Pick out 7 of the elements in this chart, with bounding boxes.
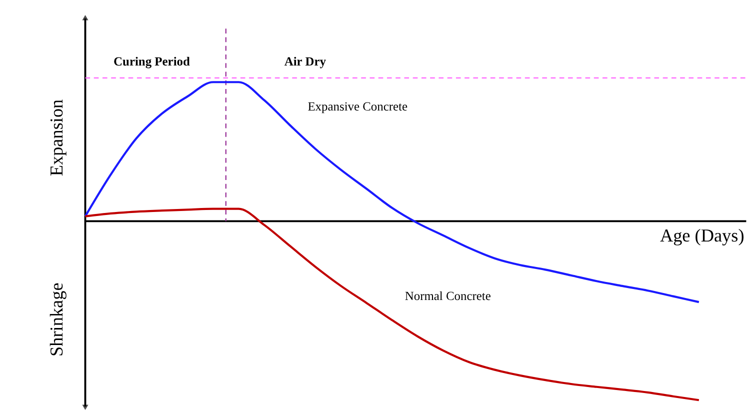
series-label: Normal Concrete <box>404 289 492 304</box>
series-label: Expansive Concrete <box>308 99 408 114</box>
text: Air Dry <box>284 54 327 69</box>
x-axis-title: Age (Days) <box>660 225 744 246</box>
text: Shrinkage <box>46 282 66 356</box>
text: Curing Period <box>114 54 190 69</box>
y-axis-title: Expansion <box>46 99 66 176</box>
